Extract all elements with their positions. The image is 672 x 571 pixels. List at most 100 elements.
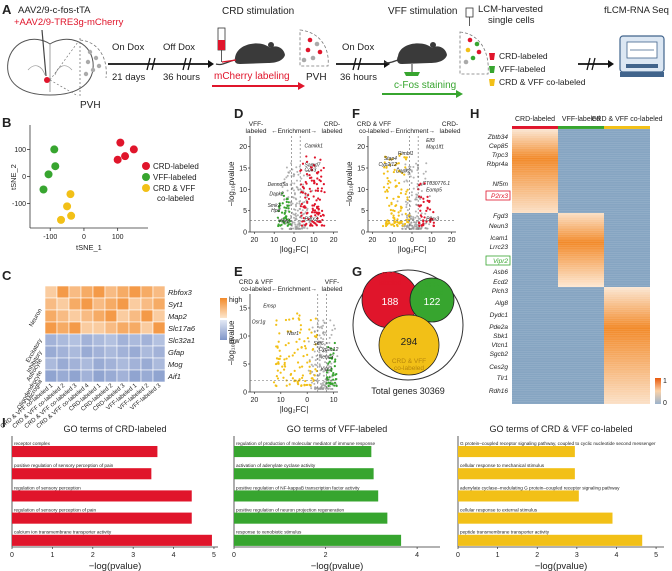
go-bar — [12, 468, 152, 480]
volcano-point-left — [291, 354, 294, 357]
go-term-label: activation of adenylate cyclase activity — [236, 463, 316, 468]
volcano-point-left — [283, 358, 286, 361]
volcano-point-left — [406, 198, 409, 201]
volcano-point-ns — [326, 364, 329, 367]
days-21-label: 21 days — [112, 72, 146, 83]
volcano-point-left — [391, 209, 395, 212]
volcano-point-left — [298, 366, 301, 369]
volcano-point-left — [287, 342, 290, 345]
legend-crd-label: CRD-labeled — [499, 51, 548, 61]
volcano-point-ns — [408, 165, 411, 168]
heatmap-c-row-label: Gfap — [168, 348, 184, 357]
go-term-label: positive regulation of sensory perceptio… — [14, 463, 114, 468]
volcano-point-ns — [298, 224, 301, 227]
timeline-3 — [578, 57, 614, 71]
volcano-point-ns — [406, 209, 409, 212]
volcano-point-ns — [409, 227, 412, 230]
volcano-point-left — [381, 224, 385, 228]
volcano-x-tick-label: 20 — [251, 237, 259, 244]
venn-vff-circle — [409, 277, 455, 323]
heatmap-c-cell — [104, 333, 118, 347]
volcano-gene-label: Map1lf1 — [426, 144, 444, 150]
volcano-point-ns — [289, 227, 292, 230]
pvh-label-2: PVH — [306, 72, 327, 83]
volcano-point-left — [314, 368, 317, 371]
volcano-point-right — [306, 211, 309, 214]
volcano-y-tick-label: 10 — [239, 187, 247, 194]
venn-vff-label: VFF-labeled — [421, 282, 444, 297]
volcano-title-right-2: labeled — [322, 286, 343, 293]
volcano-point-ns — [285, 176, 288, 179]
go-x-tick-label: 4 — [172, 552, 176, 559]
heatmap-h-gene-box — [485, 255, 511, 266]
volcano-point-left — [279, 355, 282, 358]
volcano-point-ns — [401, 227, 404, 230]
go-term-label: G protein–coupled receptor signaling pat… — [460, 441, 656, 446]
volcano-y-tick-label: 20 — [239, 144, 247, 151]
heatmap-h-gene-label: Asb6 — [492, 269, 508, 276]
volcano-point-ns — [405, 179, 408, 182]
volcano-point-ns — [315, 379, 318, 382]
volcano-point-left — [303, 340, 306, 343]
volcano-point-right — [417, 221, 421, 224]
volcano-point-right — [334, 378, 338, 381]
panel-e: E — [234, 264, 243, 279]
volcano-point-ns — [316, 380, 319, 383]
volcano-point-ns — [328, 365, 331, 368]
volcano-point-right — [318, 212, 321, 215]
tsne-point — [129, 145, 138, 154]
off-dox-label: Off Dox — [163, 42, 195, 53]
volcano-point-right — [300, 202, 303, 206]
go-term-label: peptide transmembrane transporter activi… — [460, 530, 550, 535]
venn-total: Total genes 30369 — [371, 386, 445, 396]
volcano-point-left — [399, 152, 402, 156]
volcano-point-ns — [416, 185, 419, 188]
volcano-point-left — [393, 218, 396, 221]
volcano-point-ns — [323, 333, 326, 336]
volcano-gene-label: Rimbl1 — [398, 151, 414, 157]
heatmap-h-col-bar — [604, 126, 650, 129]
volcano-point-ns — [291, 222, 294, 225]
volcano-point-right — [320, 224, 323, 227]
volcano-y-label: −log₁₀pvalue — [227, 161, 236, 206]
heatmap-c-cell — [152, 345, 166, 359]
volcano-point-left — [287, 223, 290, 226]
volcano-point-ns — [311, 356, 314, 359]
volcano-point-left — [277, 209, 280, 213]
volcano-point-right — [319, 214, 322, 218]
heatmap-c-cell — [104, 345, 118, 359]
volcano-point-right — [312, 195, 315, 198]
heatmap-c-cell — [104, 297, 118, 311]
volcano-point-left — [286, 221, 289, 224]
volcano-point-ns — [311, 326, 314, 329]
volcano-point-ns — [410, 191, 413, 194]
volcano-point-left — [296, 312, 299, 315]
heatmap-c-cell — [116, 369, 130, 383]
volcano-point-left — [298, 378, 301, 381]
cfos-staining-label: c-Fos staining — [394, 80, 456, 91]
volcano-point-ns — [330, 333, 333, 336]
heatmap-c-cell — [68, 285, 82, 299]
volcano-point-ns — [286, 174, 289, 177]
heatmap-h-scale-min: 0 — [663, 400, 667, 407]
volcano-point-right — [418, 184, 421, 187]
volcano-point-ns — [315, 364, 318, 367]
volcano-point-ns — [290, 182, 293, 185]
volcano-point-ns — [309, 220, 312, 223]
volcano-point-right — [317, 170, 320, 174]
go-term-label: receptor complex — [14, 441, 51, 446]
volcano-point-left — [398, 154, 401, 157]
volcano-point-right — [306, 201, 309, 204]
volcano-point-ns — [322, 324, 325, 327]
volcano-point-ns — [285, 166, 288, 169]
volcano-point-ns — [327, 387, 330, 390]
heatmap-h-gene-label: Pde2a — [489, 324, 508, 331]
volcano-point-left — [278, 349, 281, 352]
volcano-point-left — [282, 194, 286, 198]
volcano-point-right — [426, 199, 429, 202]
heatmap-c-cell — [92, 345, 106, 359]
volcano-point-right — [316, 220, 319, 223]
heatmap-c-row-label: Aif1 — [167, 372, 181, 381]
volcano-point-left — [397, 181, 401, 185]
volcano-title-left: CRD & VFF — [239, 279, 273, 286]
